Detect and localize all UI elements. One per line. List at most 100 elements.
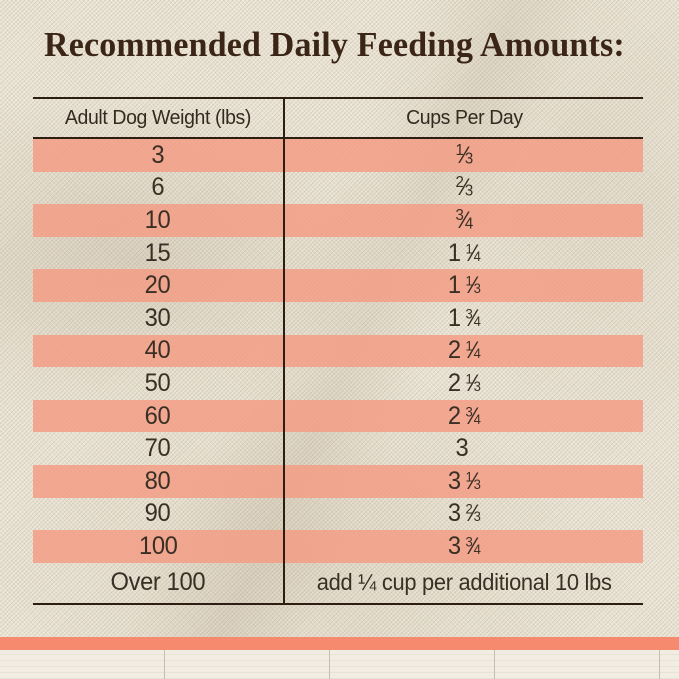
cups-cell: 2⁄3: [285, 172, 643, 205]
cups-whole-number: 2: [447, 401, 461, 430]
table-header: Adult Dog Weight (lbs) Cups Per Day: [33, 99, 643, 139]
cups-fraction: 1⁄3: [465, 272, 481, 300]
cups-value: 3: [455, 434, 473, 463]
weight-value: 50: [145, 368, 171, 397]
cups-cell: 1⁄3: [285, 139, 643, 172]
weight-cell: 90: [33, 497, 285, 531]
cups-value: 2⁄3: [455, 173, 473, 202]
cups-fraction: 3⁄4: [465, 304, 481, 332]
weight-cell: 70: [33, 432, 285, 465]
weight-cell: 3: [33, 139, 285, 172]
weight-value: 60: [145, 401, 171, 430]
cups-whole-number: 3: [447, 531, 461, 560]
weight-value: 90: [145, 499, 171, 528]
cups-value: add ¼ cup per additional 10 lbs: [316, 569, 612, 596]
cups-cell: 3 1⁄3: [285, 465, 643, 498]
table-row: 50 2 1⁄3: [33, 367, 643, 400]
column-header-weight: Adult Dog Weight (lbs): [33, 99, 285, 137]
cups-fraction: 1⁄3: [455, 141, 473, 169]
weight-cell: 20: [33, 269, 285, 302]
table-row: 6 2⁄3: [33, 171, 643, 205]
table-row: 3 1⁄3: [33, 139, 643, 172]
weight-value: 10: [145, 205, 171, 234]
weight-cell: 60: [33, 399, 285, 433]
cups-fraction: 1⁄3: [465, 467, 481, 495]
cups-cell: 3 2⁄3: [285, 498, 643, 531]
weight-cell: 100: [33, 530, 285, 563]
cups-whole-number: 3: [455, 434, 469, 463]
cups-value: 1 3⁄4: [447, 304, 480, 333]
table-row: 40 2 1⁄4: [33, 334, 643, 368]
table-body: 3 1⁄3 6 2⁄3 10 3⁄4 15 1 1⁄4 20 1 1⁄3 30 1 3⁄4 40 2 1⁄4 50 2…: [33, 139, 643, 603]
cups-fraction: 3⁄4: [465, 532, 481, 560]
weight-cell: 40: [33, 334, 285, 368]
cups-fraction: 1⁄4: [465, 239, 481, 267]
weight-value: 70: [145, 434, 171, 463]
weight-value: Over 100: [110, 568, 206, 597]
cups-cell: add ¼ cup per additional 10 lbs: [285, 563, 643, 603]
table-row: 20 1 1⁄3: [33, 269, 643, 302]
column-header-cups-label: Cups Per Day: [405, 106, 523, 129]
cups-value: 3 2⁄3: [447, 499, 480, 528]
weight-value: 80: [145, 466, 171, 495]
weight-value: 100: [138, 531, 178, 560]
page-title: Recommended Daily Feeding Amounts:: [44, 25, 625, 64]
weight-value: 30: [145, 303, 171, 332]
cups-fraction: 2⁄3: [455, 174, 473, 202]
cups-cell: 2 1⁄4: [285, 335, 643, 368]
cups-fraction: 2⁄3: [465, 500, 481, 528]
weight-value: 6: [151, 173, 165, 202]
cups-whole-number: 1: [447, 303, 461, 332]
cups-cell: 2 1⁄3: [285, 367, 643, 400]
cups-whole-number: 1: [447, 271, 461, 300]
cups-value: 3 3⁄4: [447, 532, 480, 561]
cups-fraction: 3⁄4: [455, 206, 473, 234]
cups-cell: 1 1⁄4: [285, 237, 643, 270]
weight-value: 20: [145, 271, 171, 300]
cups-value: 1 1⁄3: [447, 271, 480, 300]
cups-value: 2 3⁄4: [447, 402, 480, 431]
cups-whole-number: 3: [447, 466, 461, 495]
cups-cell: 3: [285, 432, 643, 465]
cups-value: 1 1⁄4: [447, 239, 480, 268]
table-row: Over 100 add ¼ cup per additional 10 lbs: [33, 562, 643, 603]
table-row: 60 2 3⁄4: [33, 399, 643, 433]
table-row: 30 1 3⁄4: [33, 301, 643, 335]
weight-cell: 30: [33, 301, 285, 335]
column-header-weight-label: Adult Dog Weight (lbs): [64, 106, 252, 129]
column-header-cups: Cups Per Day: [285, 99, 643, 137]
cups-whole-number: 2: [447, 368, 461, 397]
table-row: 80 3 1⁄3: [33, 464, 643, 498]
weight-cell: 10: [33, 204, 285, 237]
cups-whole-number: 1: [447, 238, 461, 267]
cups-fraction: 1⁄4: [465, 337, 481, 365]
table-row: 100 3 3⁄4: [33, 530, 643, 563]
weight-value: 15: [145, 238, 171, 267]
cups-value: 3 1⁄3: [447, 467, 480, 496]
cups-value: 2 1⁄4: [447, 336, 480, 365]
cups-cell: 3⁄4: [285, 204, 643, 237]
weight-cell: Over 100: [33, 562, 285, 603]
cups-fraction: 3⁄4: [465, 402, 481, 430]
feeding-table: Adult Dog Weight (lbs) Cups Per Day 3 1⁄3…: [33, 97, 643, 605]
table-row: 70 3: [33, 432, 643, 465]
weight-value: 40: [145, 336, 171, 365]
weight-cell: 6: [33, 171, 285, 205]
cups-cell: 1 1⁄3: [285, 269, 643, 302]
cups-value: 1⁄3: [455, 141, 473, 170]
cups-whole-number: 3: [447, 499, 461, 528]
cups-fraction: 1⁄3: [465, 369, 481, 397]
table-row: 90 3 2⁄3: [33, 497, 643, 531]
accent-bar: [0, 637, 679, 650]
cups-cell: 1 3⁄4: [285, 302, 643, 335]
weight-cell: 80: [33, 464, 285, 498]
weight-value: 3: [151, 140, 165, 169]
table-row: 10 3⁄4: [33, 204, 643, 237]
table-row: 15 1 1⁄4: [33, 236, 643, 270]
cups-cell: 3 3⁄4: [285, 530, 643, 563]
cups-value: 3⁄4: [455, 206, 473, 235]
weight-cell: 15: [33, 236, 285, 270]
weight-cell: 50: [33, 367, 285, 400]
cups-whole-number: 2: [447, 336, 461, 365]
